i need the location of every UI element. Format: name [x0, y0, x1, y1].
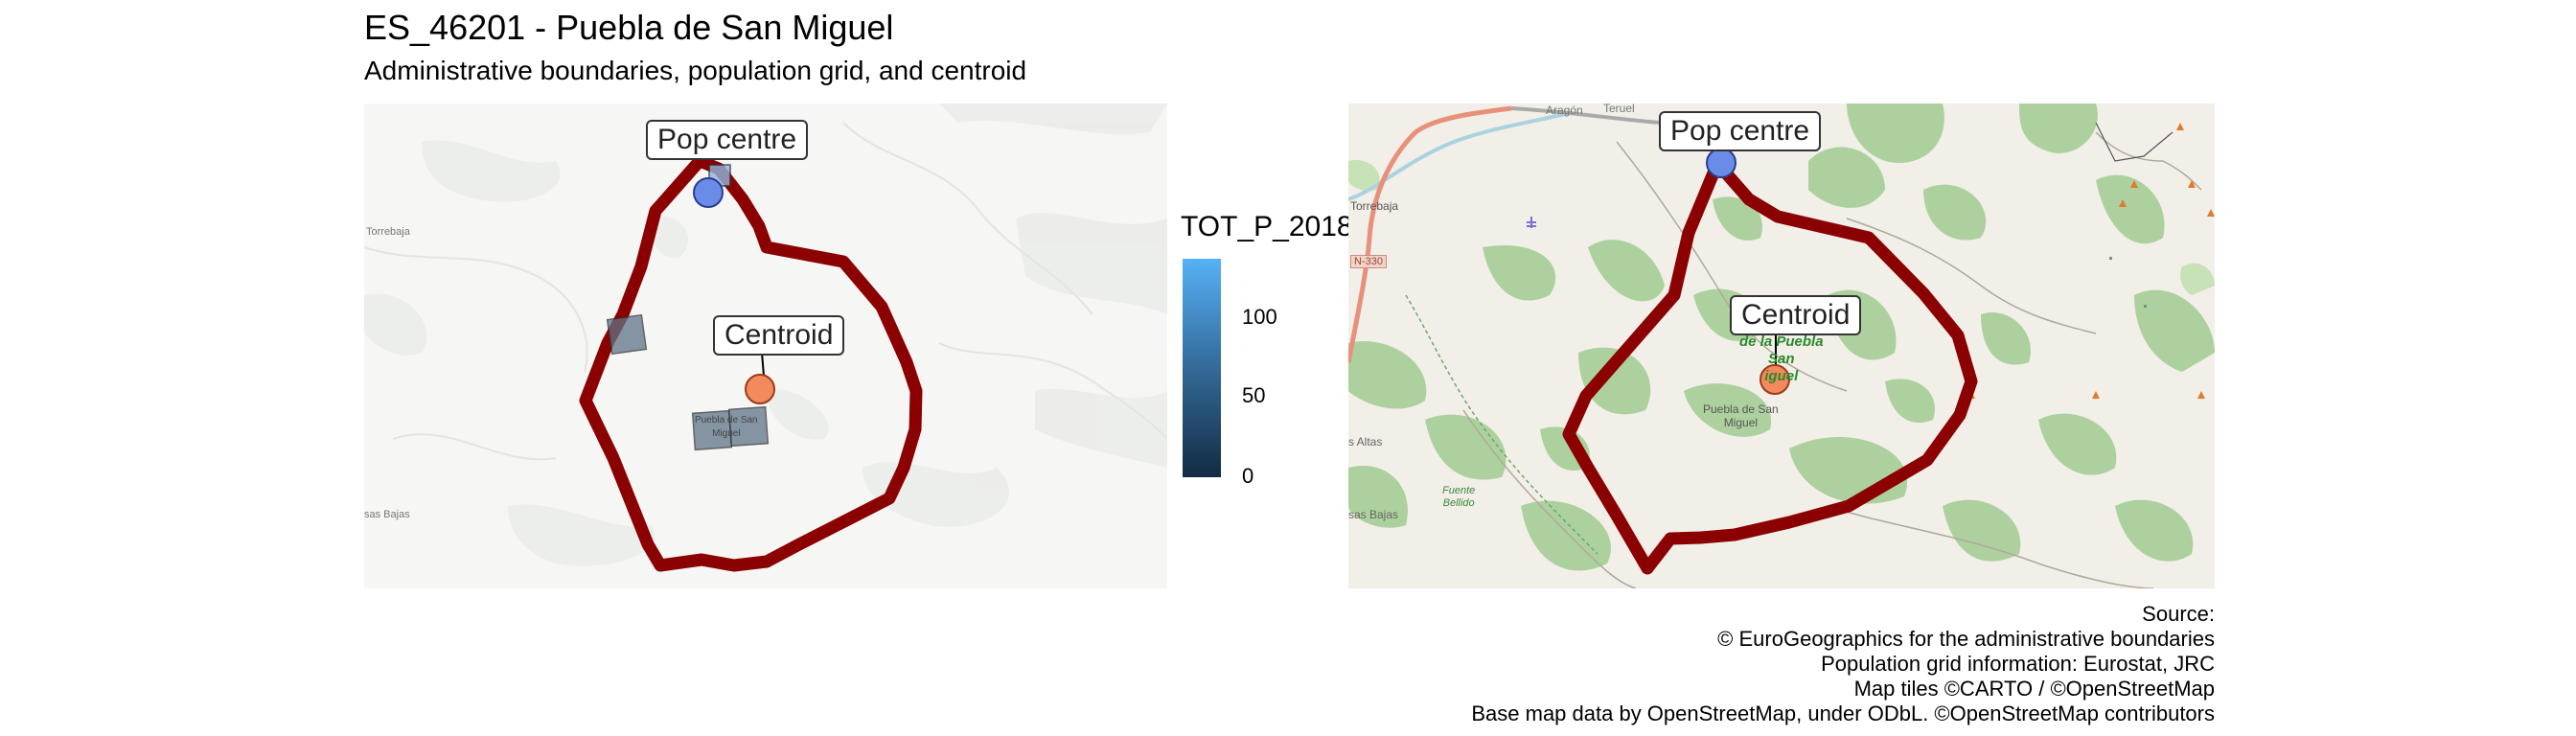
- right-place-park-line3: iguel: [1764, 368, 1799, 384]
- caption-line: Source:: [2142, 602, 2215, 626]
- left-place-town-line1: Puebla de San: [695, 415, 758, 426]
- right-place-park-line2: San: [1768, 351, 1795, 367]
- right-map[interactable]: Aragón Teruel Torrebaja N-330 s Altas sa…: [1348, 104, 2215, 588]
- right-pop-centre-point: [1706, 148, 1736, 178]
- right-place-aragon: Aragón: [1546, 104, 1583, 117]
- left-place-town-line2: Miguel: [712, 428, 741, 439]
- left-grid-cell: [606, 313, 648, 356]
- page-title: ES_46201 - Puebla de San Miguel: [364, 8, 894, 47]
- legend-colorbar: [1183, 259, 1221, 477]
- left-centroid-label: Centroid: [713, 315, 845, 356]
- right-place-teruel: Teruel: [1603, 104, 1635, 115]
- left-map[interactable]: Torrebaja sas Bajas Puebla de San Miguel…: [364, 104, 1167, 588]
- page-subtitle: Administrative boundaries, population gr…: [364, 56, 1027, 85]
- source-caption: Source: © EuroGeographics for the admini…: [1471, 602, 2215, 726]
- left-place-casas-bajas: sas Bajas: [364, 509, 410, 520]
- right-centroid-label: Centroid: [1730, 295, 1862, 335]
- right-place-fuente: Fuente Bellido: [1442, 485, 1475, 510]
- left-grid-cell: [727, 405, 770, 448]
- legend-tick-mark: [1223, 316, 1230, 318]
- legend-tick-mark: [1223, 395, 1230, 397]
- caption-line: Base map data by OpenStreetMap, under OD…: [1471, 702, 2215, 725]
- right-place-fuente-line1: Fuente: [1442, 485, 1476, 496]
- right-place-casas-altas: s Altas: [1348, 435, 1383, 448]
- right-place-town-line2: Miguel: [1723, 416, 1759, 429]
- left-municipality-boundary: [579, 154, 923, 572]
- left-place-torrebaja: Torrebaja: [366, 226, 410, 238]
- legend-tick-mark: [1223, 475, 1230, 477]
- caption-line: Population grid information: Eurostat, J…: [1821, 652, 2215, 676]
- caption-line: Map tiles ©CARTO / ©OpenStreetMap: [1853, 677, 2215, 701]
- legend-tick-label: 50: [1242, 383, 1266, 407]
- left-pop-centre-label: Pop centre: [646, 120, 809, 160]
- left-centroid-point: [745, 374, 775, 404]
- legend: TOT_P_2018 100 50 0: [1181, 211, 1353, 498]
- right-place-town-line1: Puebla de San: [1703, 402, 1779, 416]
- right-pop-centre-label: Pop centre: [1659, 111, 1822, 151]
- left-place-town: Puebla de San Miguel: [695, 414, 758, 441]
- legend-tick-label: 100: [1242, 305, 1277, 329]
- right-place-torrebaja: Torrebaja: [1350, 199, 1399, 213]
- caption-line: © EuroGeographics for the administrative…: [1717, 627, 2215, 651]
- right-place-town: Puebla de San Miguel: [1703, 402, 1779, 429]
- right-place-casas-bajas: sas Bajas: [1348, 508, 1399, 521]
- right-centroid-point: [1760, 364, 1790, 395]
- right-place-fuente-line2: Bellido: [1442, 497, 1475, 509]
- legend-title: TOT_P_2018: [1181, 211, 1353, 242]
- left-map-basemap: [364, 104, 1167, 572]
- legend-tick-label: 0: [1242, 464, 1254, 488]
- right-place-park-line1: de la Puebla: [1739, 334, 1824, 350]
- right-municipality-boundary: [1562, 162, 1978, 575]
- left-pop-centre-point: [693, 177, 724, 208]
- right-road-n330: N-330: [1350, 255, 1387, 268]
- right-place-park: de la Puebla San iguel: [1739, 334, 1824, 385]
